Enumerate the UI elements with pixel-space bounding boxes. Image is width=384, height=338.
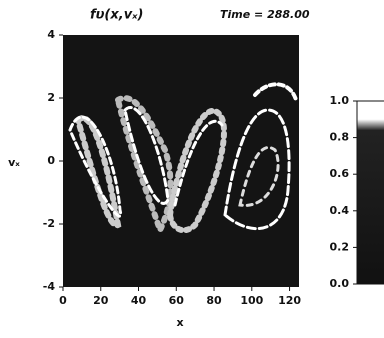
- phase-space-pattern: [68, 82, 298, 238]
- x-tick-label: 40: [131, 294, 147, 307]
- y-tick-label: 0.0: [330, 277, 350, 290]
- y-tick-label: 0.2: [330, 240, 350, 253]
- x-tick-label: 60: [169, 294, 185, 307]
- y-axis-label: vₓ: [8, 156, 20, 169]
- y-tick-label: -4: [43, 280, 56, 293]
- y-tick-label: 0.4: [330, 204, 350, 217]
- y-tick-label: 0: [47, 154, 55, 167]
- colorbar: [356, 100, 384, 285]
- y-tick-label: 4: [47, 28, 55, 41]
- y-tick-label: 1.0: [330, 94, 350, 107]
- x-tick-label: 20: [93, 294, 109, 307]
- y-tick-label: 0.8: [330, 131, 350, 144]
- x-tick-label: 0: [59, 294, 67, 307]
- x-tick-label: 100: [240, 294, 263, 307]
- chart-title: fυ(x,vₓ): [90, 8, 143, 23]
- y-tick-label: 0.6: [330, 167, 350, 180]
- x-tick-label: 120: [278, 294, 301, 307]
- x-axis-label: x: [176, 316, 183, 329]
- y-tick-label: -2: [43, 217, 55, 230]
- x-tick-label: 80: [206, 294, 222, 307]
- y-tick-label: 2: [47, 91, 55, 104]
- chart-subtitle: Time = 288.00: [220, 8, 310, 21]
